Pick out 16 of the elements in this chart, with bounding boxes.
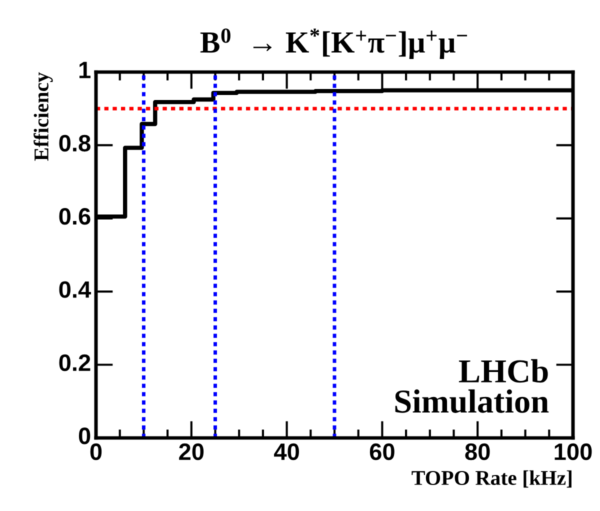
x-tick-label: 40 [274, 443, 299, 460]
y-tick-label: 0.8 [59, 134, 90, 152]
x-tick-label: 80 [465, 443, 490, 460]
x-tick-label: 20 [179, 443, 204, 460]
y-tick-label: 1 [79, 62, 90, 78]
x-tick-label: 100 [554, 443, 592, 460]
y-tick-label: 0 [78, 428, 90, 444]
y-tick-label: 0.6 [59, 208, 90, 225]
annotation: LHCb Simulation [395, 359, 549, 413]
x-tick-label: 0 [90, 443, 102, 460]
y-tick-label: 0.4 [59, 281, 92, 298]
x-axis-title: TOPO Rate [kHz] [412, 470, 572, 488]
y-tick-label: 0.2 [59, 354, 90, 372]
x-tick-label: 60 [370, 443, 394, 460]
y-axis-title: Efficiency [34, 72, 53, 161]
chart-title: B$^{0}$ → K$^{*}$[K$^{+}$π$^{−}$]μ$^{+}$μ$^{−}$ [200, 28, 468, 60]
